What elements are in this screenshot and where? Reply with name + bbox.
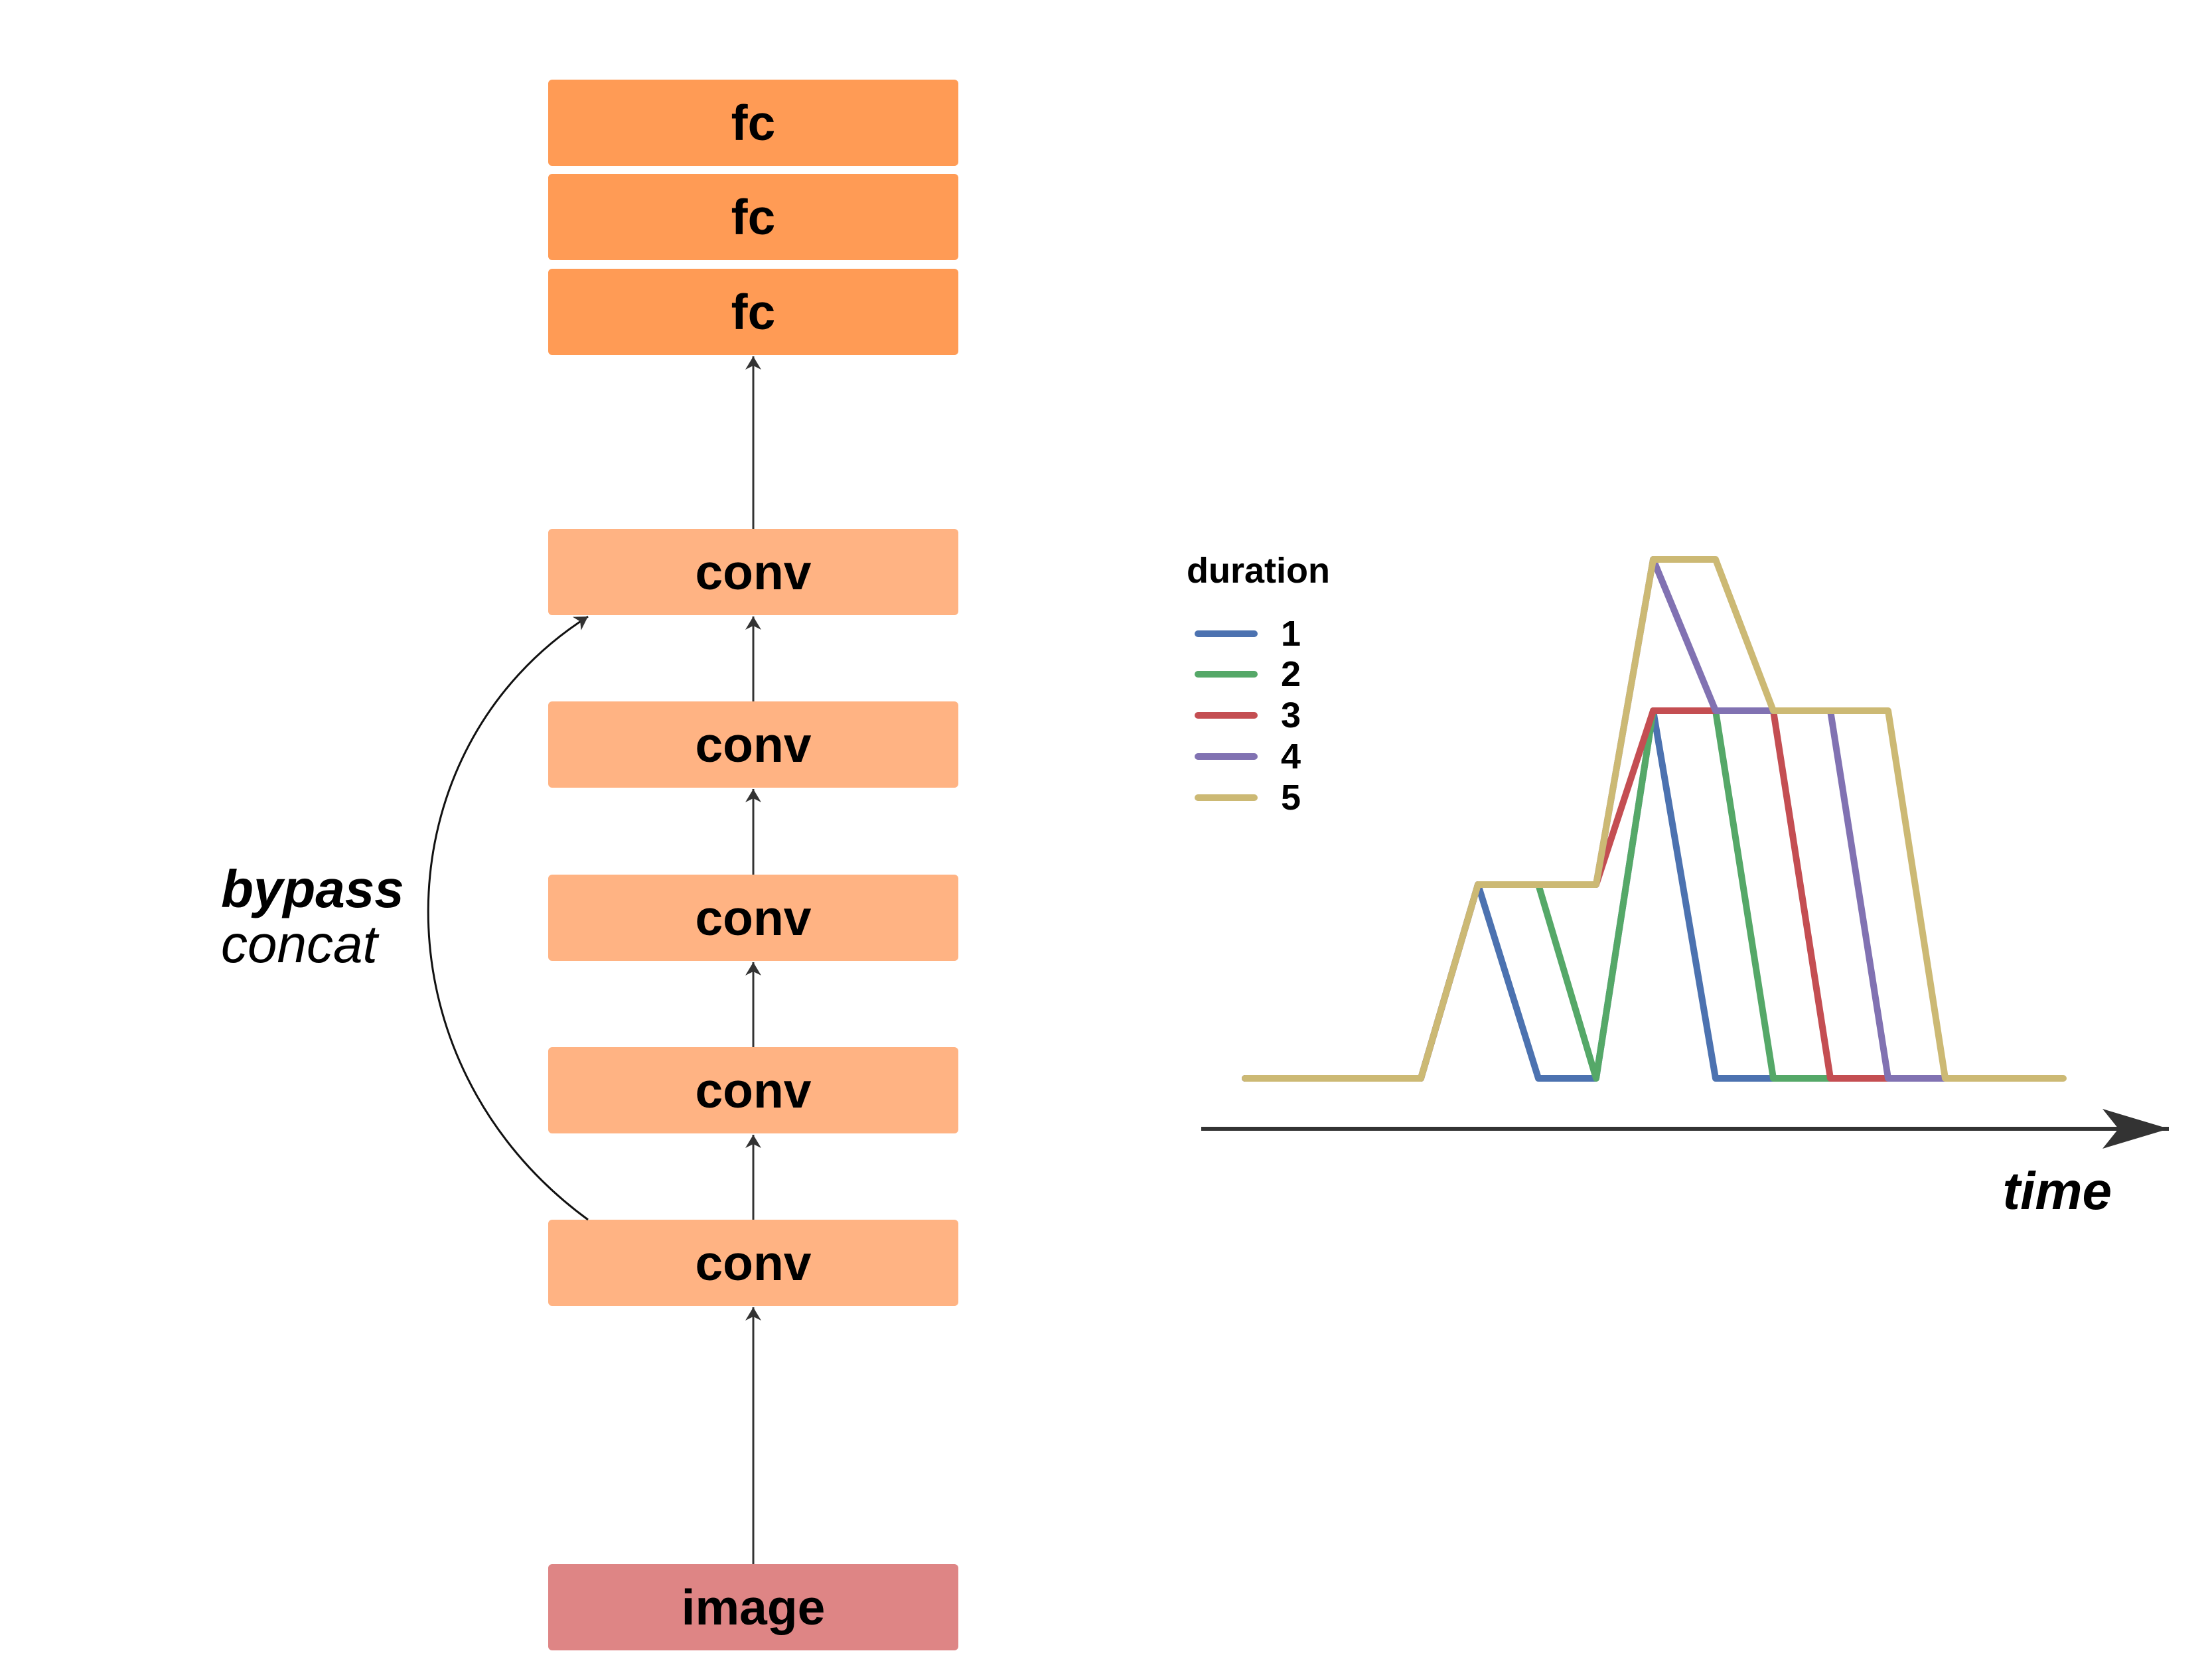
fc-block-1-label: fc xyxy=(731,95,776,151)
conv-block-5 xyxy=(548,529,958,615)
fc-block-1 xyxy=(548,80,958,166)
legend-label-1: 1 xyxy=(1281,614,1301,654)
bypass-label: bypass xyxy=(221,859,404,918)
series-line-1 xyxy=(1242,707,1777,1082)
series-line-3 xyxy=(1242,707,1891,1082)
timing-chart: duration 1 2 3 4 5 time xyxy=(1187,551,2169,1220)
series-line-2 xyxy=(1242,707,1834,1082)
series-line-5 xyxy=(1242,556,2067,1082)
conv-block-3 xyxy=(548,875,958,961)
conv-block-4-label: conv xyxy=(695,717,811,772)
conv-block-2 xyxy=(548,1047,958,1133)
legend-label-4: 4 xyxy=(1281,737,1301,776)
fc-block-2 xyxy=(548,174,958,260)
conv-block-4 xyxy=(548,701,958,788)
image-block-label: image xyxy=(682,1579,826,1635)
series-lines xyxy=(1242,556,2067,1082)
network-stack: fc fc fc conv conv conv conv conv image xyxy=(548,80,958,1650)
legend-label-2: 2 xyxy=(1281,654,1301,694)
conv-block-1 xyxy=(548,1220,958,1306)
conv-block-1-label: conv xyxy=(695,1235,811,1291)
series-line-4 xyxy=(1242,556,1949,1082)
conv-block-3-label: conv xyxy=(695,890,811,946)
bypass-arrow xyxy=(427,615,589,1221)
fc-block-3-label: fc xyxy=(731,284,776,340)
concat-label: concat xyxy=(221,914,379,974)
conv-block-2-label: conv xyxy=(695,1062,811,1118)
fc-block-3 xyxy=(548,269,958,355)
conv-block-5-label: conv xyxy=(695,544,811,600)
legend-title: duration xyxy=(1187,551,1330,591)
legend-label-3: 3 xyxy=(1281,695,1301,735)
time-axis-label: time xyxy=(2003,1161,2112,1220)
legend: duration 1 2 3 4 5 xyxy=(1187,551,1330,818)
fc-block-2-label: fc xyxy=(731,189,776,245)
legend-label-5: 5 xyxy=(1281,778,1301,818)
image-block xyxy=(548,1564,958,1650)
